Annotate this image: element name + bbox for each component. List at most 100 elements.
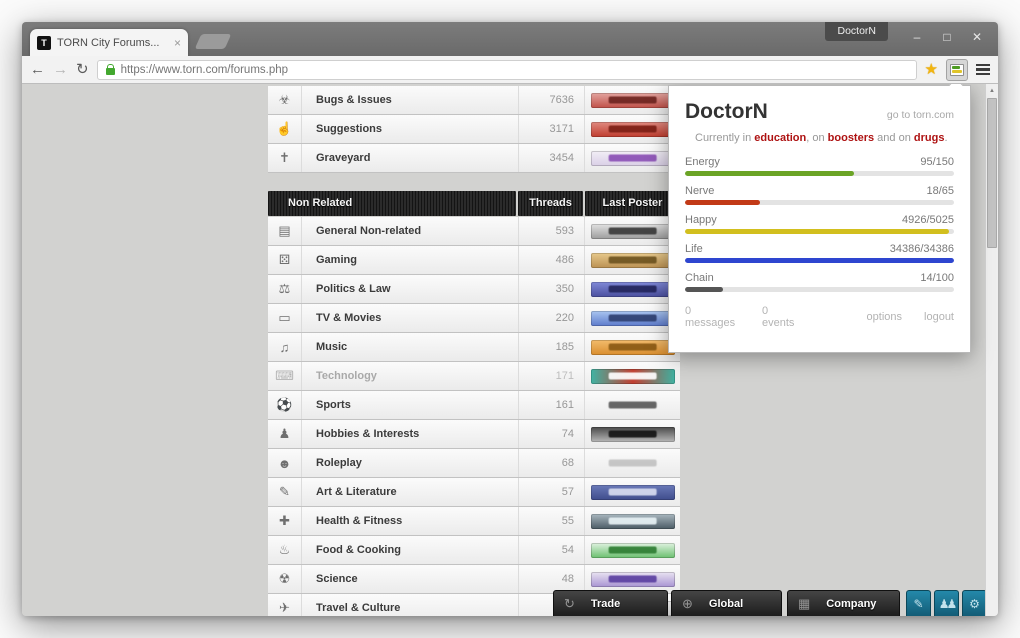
forum-row[interactable]: ♫ Music 185	[268, 333, 680, 361]
settings-button[interactable]: ⚙	[962, 590, 987, 616]
forum-name[interactable]: Science	[316, 573, 358, 585]
tab-close-icon[interactable]: ×	[173, 35, 181, 50]
stat-value: 4926/5025	[902, 214, 954, 226]
signature-text	[608, 459, 657, 467]
signature-text	[608, 546, 657, 554]
scrollbar[interactable]: ▲	[985, 84, 998, 616]
forum-name[interactable]: Gaming	[316, 254, 357, 266]
last-poster-cell[interactable]	[584, 86, 680, 114]
maximize-button[interactable]: □	[943, 30, 951, 44]
close-button[interactable]: ✕	[971, 30, 983, 44]
forum-row[interactable]: ▭ TV & Movies 220	[268, 304, 680, 332]
forum-name[interactable]: Health & Fitness	[316, 515, 403, 527]
last-poster-cell[interactable]	[584, 391, 680, 419]
forum-name[interactable]: Music	[316, 341, 348, 353]
reload-icon[interactable]: ↻	[76, 61, 89, 78]
back-icon[interactable]: ←	[30, 61, 45, 78]
menu-icon[interactable]	[976, 63, 990, 76]
forum-row[interactable]: ⚽ Sports 161	[268, 391, 680, 419]
events-link[interactable]: 0 events	[761, 305, 795, 329]
forum-row[interactable]: ▤ General Non-related 593	[268, 217, 680, 245]
forum-row[interactable]: ⌨ Technology 171	[268, 362, 680, 390]
messages-link[interactable]: 0 messages	[685, 305, 736, 329]
last-poster-cell[interactable]	[584, 565, 680, 593]
section-title: Non Related	[268, 191, 516, 216]
signature-text	[608, 285, 657, 293]
last-poster-cell[interactable]	[584, 246, 680, 274]
forum-row[interactable]: ♟ Hobbies & Interests 74	[268, 420, 680, 448]
last-poster-cell[interactable]	[584, 536, 680, 564]
last-poster-cell[interactable]	[584, 333, 680, 361]
forum-top-rows: ☣ Bugs & Issues 7636 ☝ Suggestions 3171 ✝ Grave…	[268, 86, 680, 172]
minimize-button[interactable]: –	[913, 30, 921, 44]
forum-row[interactable]: ✎ Art & Literature 57	[268, 478, 680, 506]
forum-name[interactable]: Sports	[316, 399, 351, 411]
trade-button[interactable]: ↻ Trade	[553, 590, 668, 616]
signature-text	[608, 314, 657, 322]
global-button[interactable]: ⊕ Global	[671, 590, 782, 616]
last-poster-cell[interactable]	[584, 144, 680, 172]
forum-row[interactable]: ☣ Bugs & Issues 7636	[268, 86, 680, 114]
forum-name[interactable]: Food & Cooking	[316, 544, 401, 556]
last-poster-cell[interactable]	[584, 304, 680, 332]
forum-row[interactable]: ✚ Health & Fitness 55	[268, 507, 680, 535]
stat-value: 34386/34386	[889, 243, 954, 255]
last-poster-cell[interactable]	[584, 507, 680, 535]
forum-name[interactable]: Politics & Law	[316, 283, 391, 295]
forum-name[interactable]: TV & Movies	[316, 312, 382, 324]
last-poster-cell[interactable]	[584, 115, 680, 143]
forum-row[interactable]: ♨ Food & Cooking 54	[268, 536, 680, 564]
signature-text	[608, 96, 657, 104]
last-poster-cell[interactable]	[584, 420, 680, 448]
forum-name[interactable]: Bugs & Issues	[316, 94, 392, 106]
ssl-lock-icon[interactable]	[105, 63, 115, 75]
forum-name[interactable]: Roleplay	[316, 457, 362, 469]
last-poster-cell[interactable]	[584, 449, 680, 477]
forum-row[interactable]: ☝ Suggestions 3171	[268, 115, 680, 143]
forum-row[interactable]: ⚄ Gaming 486	[268, 246, 680, 274]
profile-badge[interactable]: DoctorN	[825, 22, 888, 41]
signature-text	[608, 125, 657, 133]
forum-name[interactable]: Art & Literature	[316, 486, 397, 498]
address-bar[interactable]: https://www.torn.com/forums.php	[96, 59, 917, 80]
last-poster-cell[interactable]	[584, 478, 680, 506]
logout-link[interactable]: logout	[924, 311, 954, 323]
forum-name[interactable]: Graveyard	[316, 152, 371, 164]
signature-text	[608, 372, 657, 380]
go-to-torn-link[interactable]: go to torn.com	[886, 109, 954, 121]
browser-tab[interactable]: T TORN City Forums... ×	[30, 29, 188, 56]
new-tab-button[interactable]	[194, 34, 232, 49]
forum-name[interactable]: Hobbies & Interests	[316, 428, 420, 440]
bookmark-star-icon[interactable]: ★	[924, 61, 938, 78]
last-poster-cell[interactable]	[584, 362, 680, 390]
torn-extension-icon[interactable]	[946, 58, 968, 81]
scroll-up-icon[interactable]: ▲	[989, 87, 995, 94]
pencil-art-icon: ✎	[268, 478, 302, 506]
tv-icon: ▭	[268, 304, 302, 332]
stat-value: 18/65	[926, 185, 954, 197]
forum-name[interactable]: Technology	[316, 370, 377, 382]
edit-button[interactable]: ✎	[906, 590, 931, 616]
last-poster-cell[interactable]	[584, 217, 680, 245]
options-link[interactable]: options	[866, 311, 903, 323]
forum-row[interactable]: ✝ Graveyard 3454	[268, 144, 680, 172]
url-text[interactable]: https://www.torn.com/forums.php	[120, 63, 289, 76]
popup-footer: 0 messages 0 events options logout	[685, 305, 954, 329]
forum-name[interactable]: Travel & Culture	[316, 602, 401, 614]
popup-caret	[948, 84, 964, 93]
forum-row[interactable]: ⚖ Politics & Law 350	[268, 275, 680, 303]
company-button[interactable]: ▦ Company	[787, 590, 900, 616]
thread-count: 3171	[518, 115, 584, 143]
forum-row[interactable]: ☢ Science 48	[268, 565, 680, 593]
bar-fill	[685, 229, 949, 234]
forum-name[interactable]: General Non-related	[316, 225, 422, 237]
last-poster-cell[interactable]	[584, 275, 680, 303]
forum-row[interactable]: ☻ Roleplay 68	[268, 449, 680, 477]
last-poster-signature	[590, 484, 675, 500]
scrollbar-thumb[interactable]	[987, 98, 997, 248]
browser-window: T TORN City Forums... × DoctorN – □ ✕ ← …	[22, 22, 998, 616]
thread-count: 220	[518, 304, 584, 332]
friends-button[interactable]: ♟♟	[934, 590, 959, 616]
forum-name[interactable]: Suggestions	[316, 123, 383, 135]
